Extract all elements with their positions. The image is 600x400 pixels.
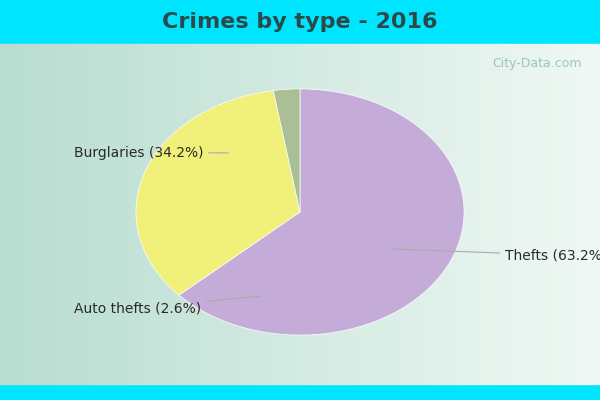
Text: City-Data.com: City-Data.com: [493, 58, 582, 70]
Bar: [470, 44, 480, 384]
Bar: [90, 44, 100, 384]
Bar: [440, 44, 450, 384]
Wedge shape: [136, 90, 300, 295]
Bar: [550, 44, 560, 384]
Bar: [30, 44, 40, 384]
Bar: [250, 44, 260, 384]
Bar: [500, 44, 510, 384]
Bar: [120, 44, 130, 384]
Bar: [540, 44, 550, 384]
Wedge shape: [274, 89, 300, 212]
Bar: [150, 44, 160, 384]
Bar: [460, 44, 470, 384]
Bar: [310, 44, 320, 384]
Bar: [520, 44, 530, 384]
Bar: [450, 44, 460, 384]
Bar: [70, 44, 80, 384]
Bar: [320, 44, 330, 384]
Bar: [490, 44, 500, 384]
Text: Thefts (63.2%): Thefts (63.2%): [393, 248, 600, 262]
Bar: [330, 44, 340, 384]
Bar: [240, 44, 250, 384]
Bar: [420, 44, 430, 384]
Text: Auto thefts (2.6%): Auto thefts (2.6%): [74, 296, 261, 315]
Bar: [60, 44, 70, 384]
Bar: [140, 44, 150, 384]
Bar: [50, 44, 60, 384]
Bar: [130, 44, 140, 384]
Bar: [340, 44, 350, 384]
Bar: [580, 44, 590, 384]
Bar: [180, 44, 190, 384]
Bar: [350, 44, 360, 384]
Bar: [430, 44, 440, 384]
Wedge shape: [179, 89, 464, 335]
Bar: [370, 44, 380, 384]
Bar: [260, 44, 270, 384]
Bar: [510, 44, 520, 384]
Bar: [0, 0, 600, 44]
Bar: [360, 44, 370, 384]
Bar: [200, 44, 210, 384]
Bar: [390, 44, 400, 384]
Bar: [270, 44, 280, 384]
Bar: [10, 44, 20, 384]
Bar: [190, 44, 200, 384]
Bar: [20, 44, 30, 384]
Bar: [410, 44, 420, 384]
Bar: [0, 384, 600, 400]
Bar: [220, 44, 230, 384]
Bar: [530, 44, 540, 384]
Bar: [280, 44, 290, 384]
Bar: [590, 44, 600, 384]
Bar: [380, 44, 390, 384]
Bar: [40, 44, 50, 384]
Bar: [170, 44, 180, 384]
Bar: [560, 44, 570, 384]
Text: Crimes by type - 2016: Crimes by type - 2016: [162, 12, 438, 32]
Bar: [110, 44, 120, 384]
Bar: [400, 44, 410, 384]
Bar: [570, 44, 580, 384]
Bar: [80, 44, 90, 384]
Bar: [300, 44, 310, 384]
Bar: [210, 44, 220, 384]
Bar: [290, 44, 300, 384]
Bar: [0, 44, 10, 384]
Bar: [100, 44, 110, 384]
Bar: [230, 44, 240, 384]
Bar: [160, 44, 170, 384]
Bar: [480, 44, 490, 384]
Text: Burglaries (34.2%): Burglaries (34.2%): [74, 146, 228, 160]
